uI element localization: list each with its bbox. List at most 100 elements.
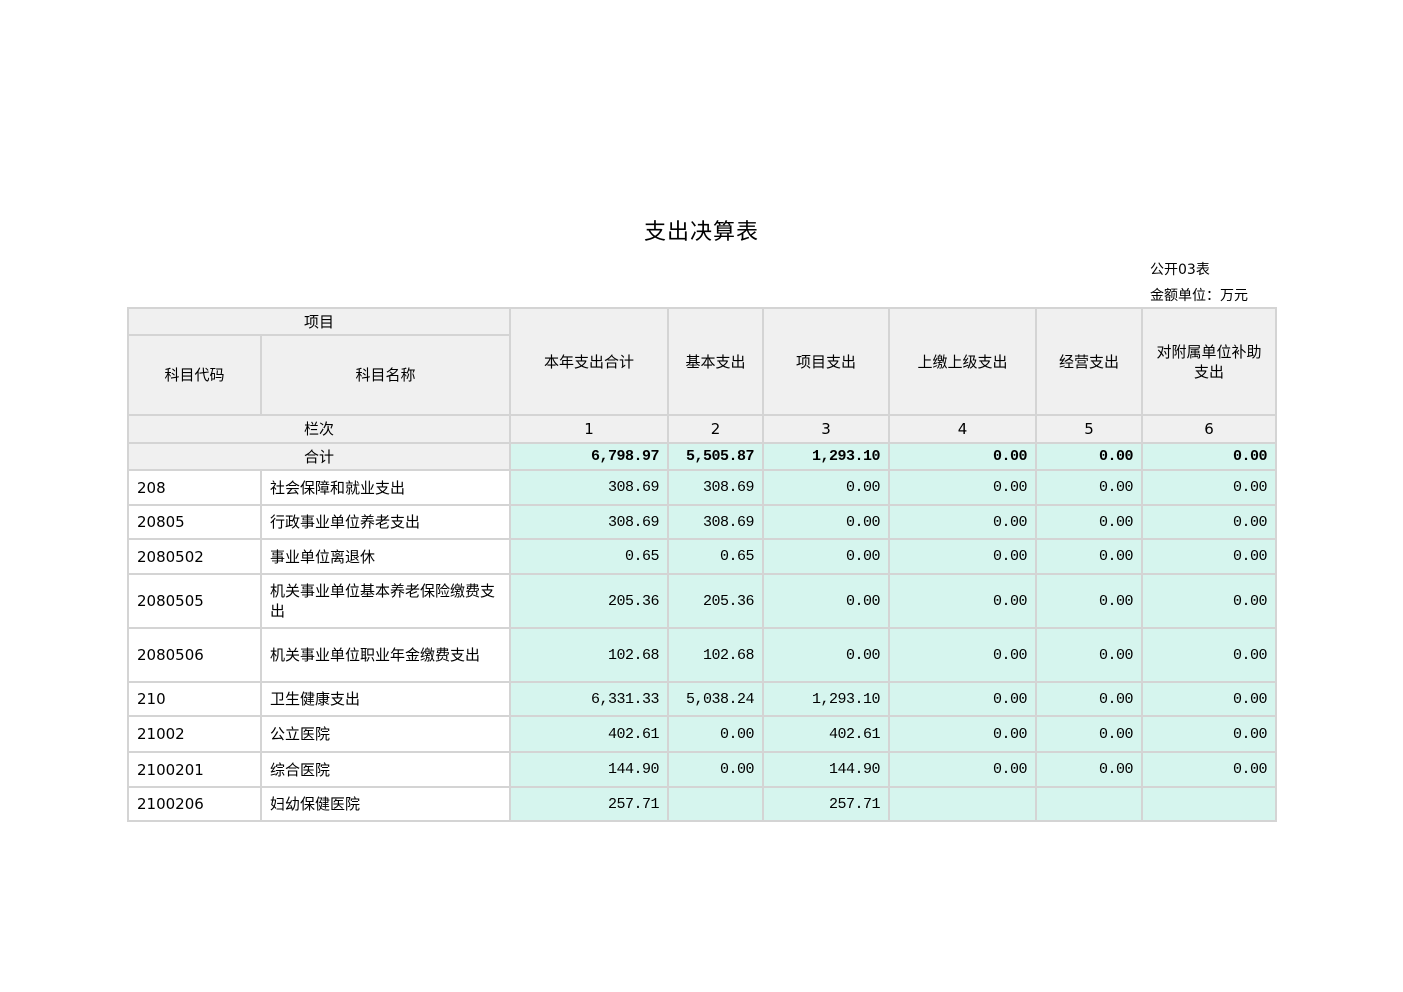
amount-cell: 0.65	[667, 538, 764, 575]
amount-cell: 0.00	[762, 469, 890, 506]
amount-cell: 205.36	[667, 573, 764, 629]
amount-cell: 0.00	[1035, 715, 1143, 753]
amount-cell: 402.61	[509, 715, 669, 753]
amount-cell: 308.69	[509, 504, 669, 540]
amount-cell: 6,331.33	[509, 681, 669, 717]
table-row: 2080506 机关事业单位职业年金缴费支出 102.68 102.68 0.00 0.0…	[127, 627, 1277, 683]
subject-code: 2100201	[127, 751, 262, 788]
amount-cell: 0.00	[1035, 504, 1143, 540]
amount-cell: 0.65	[509, 538, 669, 575]
amount-cell: 257.71	[509, 786, 669, 822]
subject-code: 2080502	[127, 538, 262, 575]
total-value: 0.00	[1141, 442, 1277, 471]
table-row: 2080505 机关事业单位基本养老保险缴费支出 205.36 205.36 0.00 0…	[127, 573, 1277, 629]
subject-code: 21002	[127, 715, 262, 753]
column-number: 1	[509, 414, 669, 444]
amount-cell: 0.00	[762, 538, 890, 575]
table-row: 210 卫生健康支出 6,331.33 5,038.24 1,293.10 0.00 0.0…	[127, 681, 1277, 717]
amount-cell: 144.90	[509, 751, 669, 788]
amount-cell: 0.00	[1141, 538, 1277, 575]
subject-code: 2100206	[127, 786, 262, 822]
project-header: 项目	[127, 307, 511, 336]
amount-cell: 0.00	[1141, 573, 1277, 629]
column-header: 对附属单位补助支出	[1141, 307, 1277, 416]
amount-cell: 0.00	[1035, 681, 1143, 717]
table-row: 2100201 综合医院 144.90 0.00 144.90 0.00 0.00 0.00	[127, 751, 1277, 788]
table-row: 2080502 事业单位离退休 0.65 0.65 0.00 0.00 0.00 0.00	[127, 538, 1277, 575]
amount-cell: 257.71	[762, 786, 890, 822]
total-value: 1,293.10	[762, 442, 890, 471]
subject-name: 事业单位离退休	[260, 538, 511, 575]
amount-cell: 102.68	[509, 627, 669, 683]
amount-cell: 0.00	[667, 715, 764, 753]
subject-name: 卫生健康支出	[260, 681, 511, 717]
amount-cell: 1,293.10	[762, 681, 890, 717]
total-value: 6,798.97	[509, 442, 669, 471]
amount-cell: 0.00	[1141, 504, 1277, 540]
amount-cell: 0.00	[762, 573, 890, 629]
amount-cell: 0.00	[1141, 627, 1277, 683]
column-header: 上缴上级支出	[888, 307, 1037, 416]
subject-code: 20805	[127, 504, 262, 540]
column-number: 5	[1035, 414, 1143, 444]
subject-code: 208	[127, 469, 262, 506]
table-row: 20805 行政事业单位养老支出 308.69 308.69 0.00 0.00 0.00 0…	[127, 504, 1277, 540]
column-header: 本年支出合计	[509, 307, 669, 416]
column-number: 3	[762, 414, 890, 444]
form-number: 公开03表	[1150, 262, 1210, 278]
subject-code: 2080505	[127, 573, 262, 629]
total-label: 合计	[127, 442, 511, 471]
column-number: 6	[1141, 414, 1277, 444]
subject-name: 妇幼保健医院	[260, 786, 511, 822]
amount-cell: 308.69	[667, 469, 764, 506]
amount-cell	[888, 786, 1037, 822]
amount-cell: 0.00	[762, 627, 890, 683]
subject-code: 2080506	[127, 627, 262, 683]
amount-cell	[667, 786, 764, 822]
expenditure-table: 项目 本年支出合计 基本支出 项目支出 上缴上级支出 经营支出 对附属单位补助支…	[127, 307, 1277, 822]
amount-cell: 0.00	[1141, 751, 1277, 788]
subject-code: 210	[127, 681, 262, 717]
subject-name: 机关事业单位职业年金缴费支出	[260, 627, 511, 683]
column-header: 经营支出	[1035, 307, 1143, 416]
amount-cell: 308.69	[667, 504, 764, 540]
column-header: 基本支出	[667, 307, 764, 416]
amount-cell: 205.36	[509, 573, 669, 629]
amount-cell: 144.90	[762, 751, 890, 788]
amount-cell: 0.00	[888, 627, 1037, 683]
subject-name: 社会保障和就业支出	[260, 469, 511, 506]
amount-unit: 金额单位：万元	[1150, 288, 1248, 304]
page-title: 支出决算表	[643, 220, 759, 245]
amount-cell: 0.00	[888, 538, 1037, 575]
column-number: 2	[667, 414, 764, 444]
header-row: 科目代码 科目名称	[127, 334, 1276, 416]
total-value: 0.00	[888, 442, 1037, 471]
amount-cell	[1035, 786, 1143, 822]
amount-cell: 102.68	[667, 627, 764, 683]
table-row: 21002 公立医院 402.61 0.00 402.61 0.00 0.00 0.00	[127, 715, 1277, 753]
total-value: 0.00	[1035, 442, 1143, 471]
amount-cell: 0.00	[1141, 469, 1277, 506]
amount-cell	[1141, 786, 1277, 822]
amount-cell: 0.00	[762, 504, 890, 540]
amount-cell: 0.00	[888, 504, 1037, 540]
amount-cell: 0.00	[888, 751, 1037, 788]
amount-cell: 0.00	[667, 751, 764, 788]
subject-name: 机关事业单位基本养老保险缴费支出	[260, 573, 511, 629]
amount-cell: 0.00	[888, 715, 1037, 753]
amount-cell: 0.00	[888, 469, 1037, 506]
amount-cell: 0.00	[1035, 469, 1143, 506]
header-row: 项目 本年支出合计 基本支出 项目支出 上缴上级支出 经营支出 对附属单位补助支…	[127, 307, 1277, 416]
column-number: 4	[888, 414, 1037, 444]
code-header: 科目代码	[127, 334, 262, 416]
amount-cell: 0.00	[888, 681, 1037, 717]
total-row: 合计 6,798.97 5,505.87 1,293.10 0.00 0.00 …	[127, 442, 1277, 471]
subject-name: 综合医院	[260, 751, 511, 788]
amount-cell: 0.00	[1035, 538, 1143, 575]
amount-cell: 402.61	[762, 715, 890, 753]
column-index-label: 栏次	[127, 414, 511, 444]
column-header: 项目支出	[762, 307, 890, 416]
subject-name: 公立医院	[260, 715, 511, 753]
amount-cell: 0.00	[1035, 751, 1143, 788]
amount-cell: 0.00	[1141, 715, 1277, 753]
